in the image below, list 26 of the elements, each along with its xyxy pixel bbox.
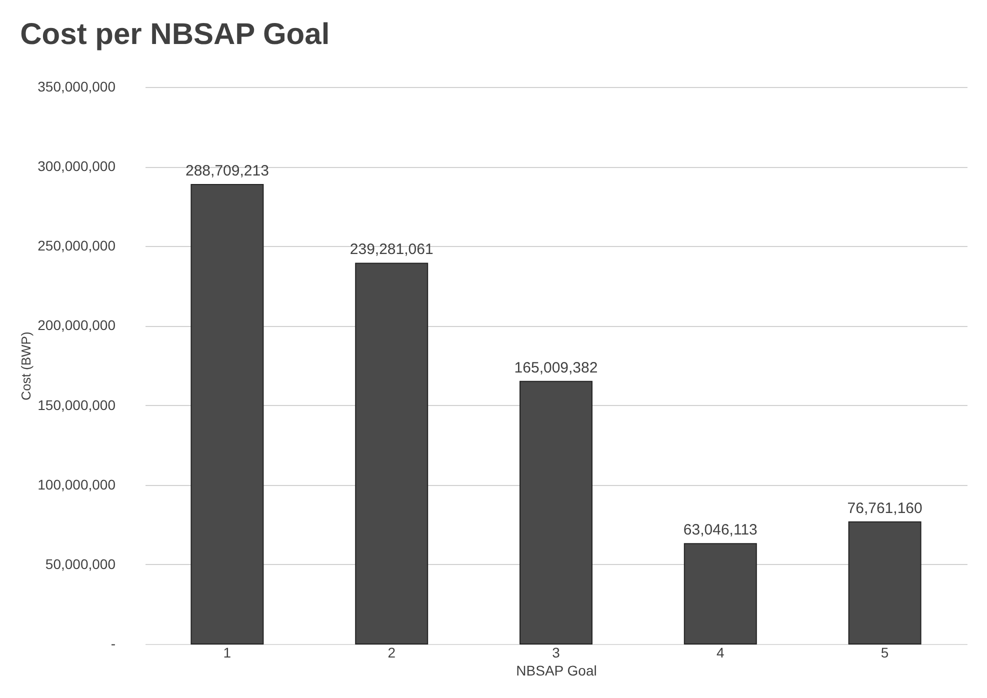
y-axis-title: Cost (BWP) xyxy=(18,332,34,400)
bar xyxy=(190,184,264,644)
data-label: 76,761,160 xyxy=(847,500,922,517)
bar xyxy=(355,262,428,644)
y-tick-label: 350,000,000 xyxy=(38,78,116,94)
bar xyxy=(848,521,922,644)
data-label: 63,046,113 xyxy=(683,522,758,539)
bar xyxy=(684,543,757,644)
data-label: 165,009,382 xyxy=(514,359,598,376)
data-label: 239,281,061 xyxy=(350,241,434,258)
x-axis-title: NBSAP Goal xyxy=(516,662,597,678)
y-tick-label: 250,000,000 xyxy=(38,238,116,254)
y-tick-label: 200,000,000 xyxy=(38,317,116,334)
y-tick-label: 100,000,000 xyxy=(38,476,116,492)
y-tick-label: - xyxy=(110,636,116,652)
y-tick-label: 150,000,000 xyxy=(38,396,116,413)
bar xyxy=(520,380,592,644)
y-tick-label: 300,000,000 xyxy=(38,158,116,174)
data-label: 288,709,213 xyxy=(185,162,269,180)
x-tick-label: 2 xyxy=(388,644,396,660)
chart-title: Cost per NBSAP Goal xyxy=(20,18,330,51)
y-tick-label: 50,000,000 xyxy=(45,556,116,572)
x-tick-label: 3 xyxy=(552,644,560,660)
x-tick-label: 4 xyxy=(716,644,724,660)
x-tick-label: 1 xyxy=(223,644,232,660)
x-tick-label: 5 xyxy=(880,644,889,660)
